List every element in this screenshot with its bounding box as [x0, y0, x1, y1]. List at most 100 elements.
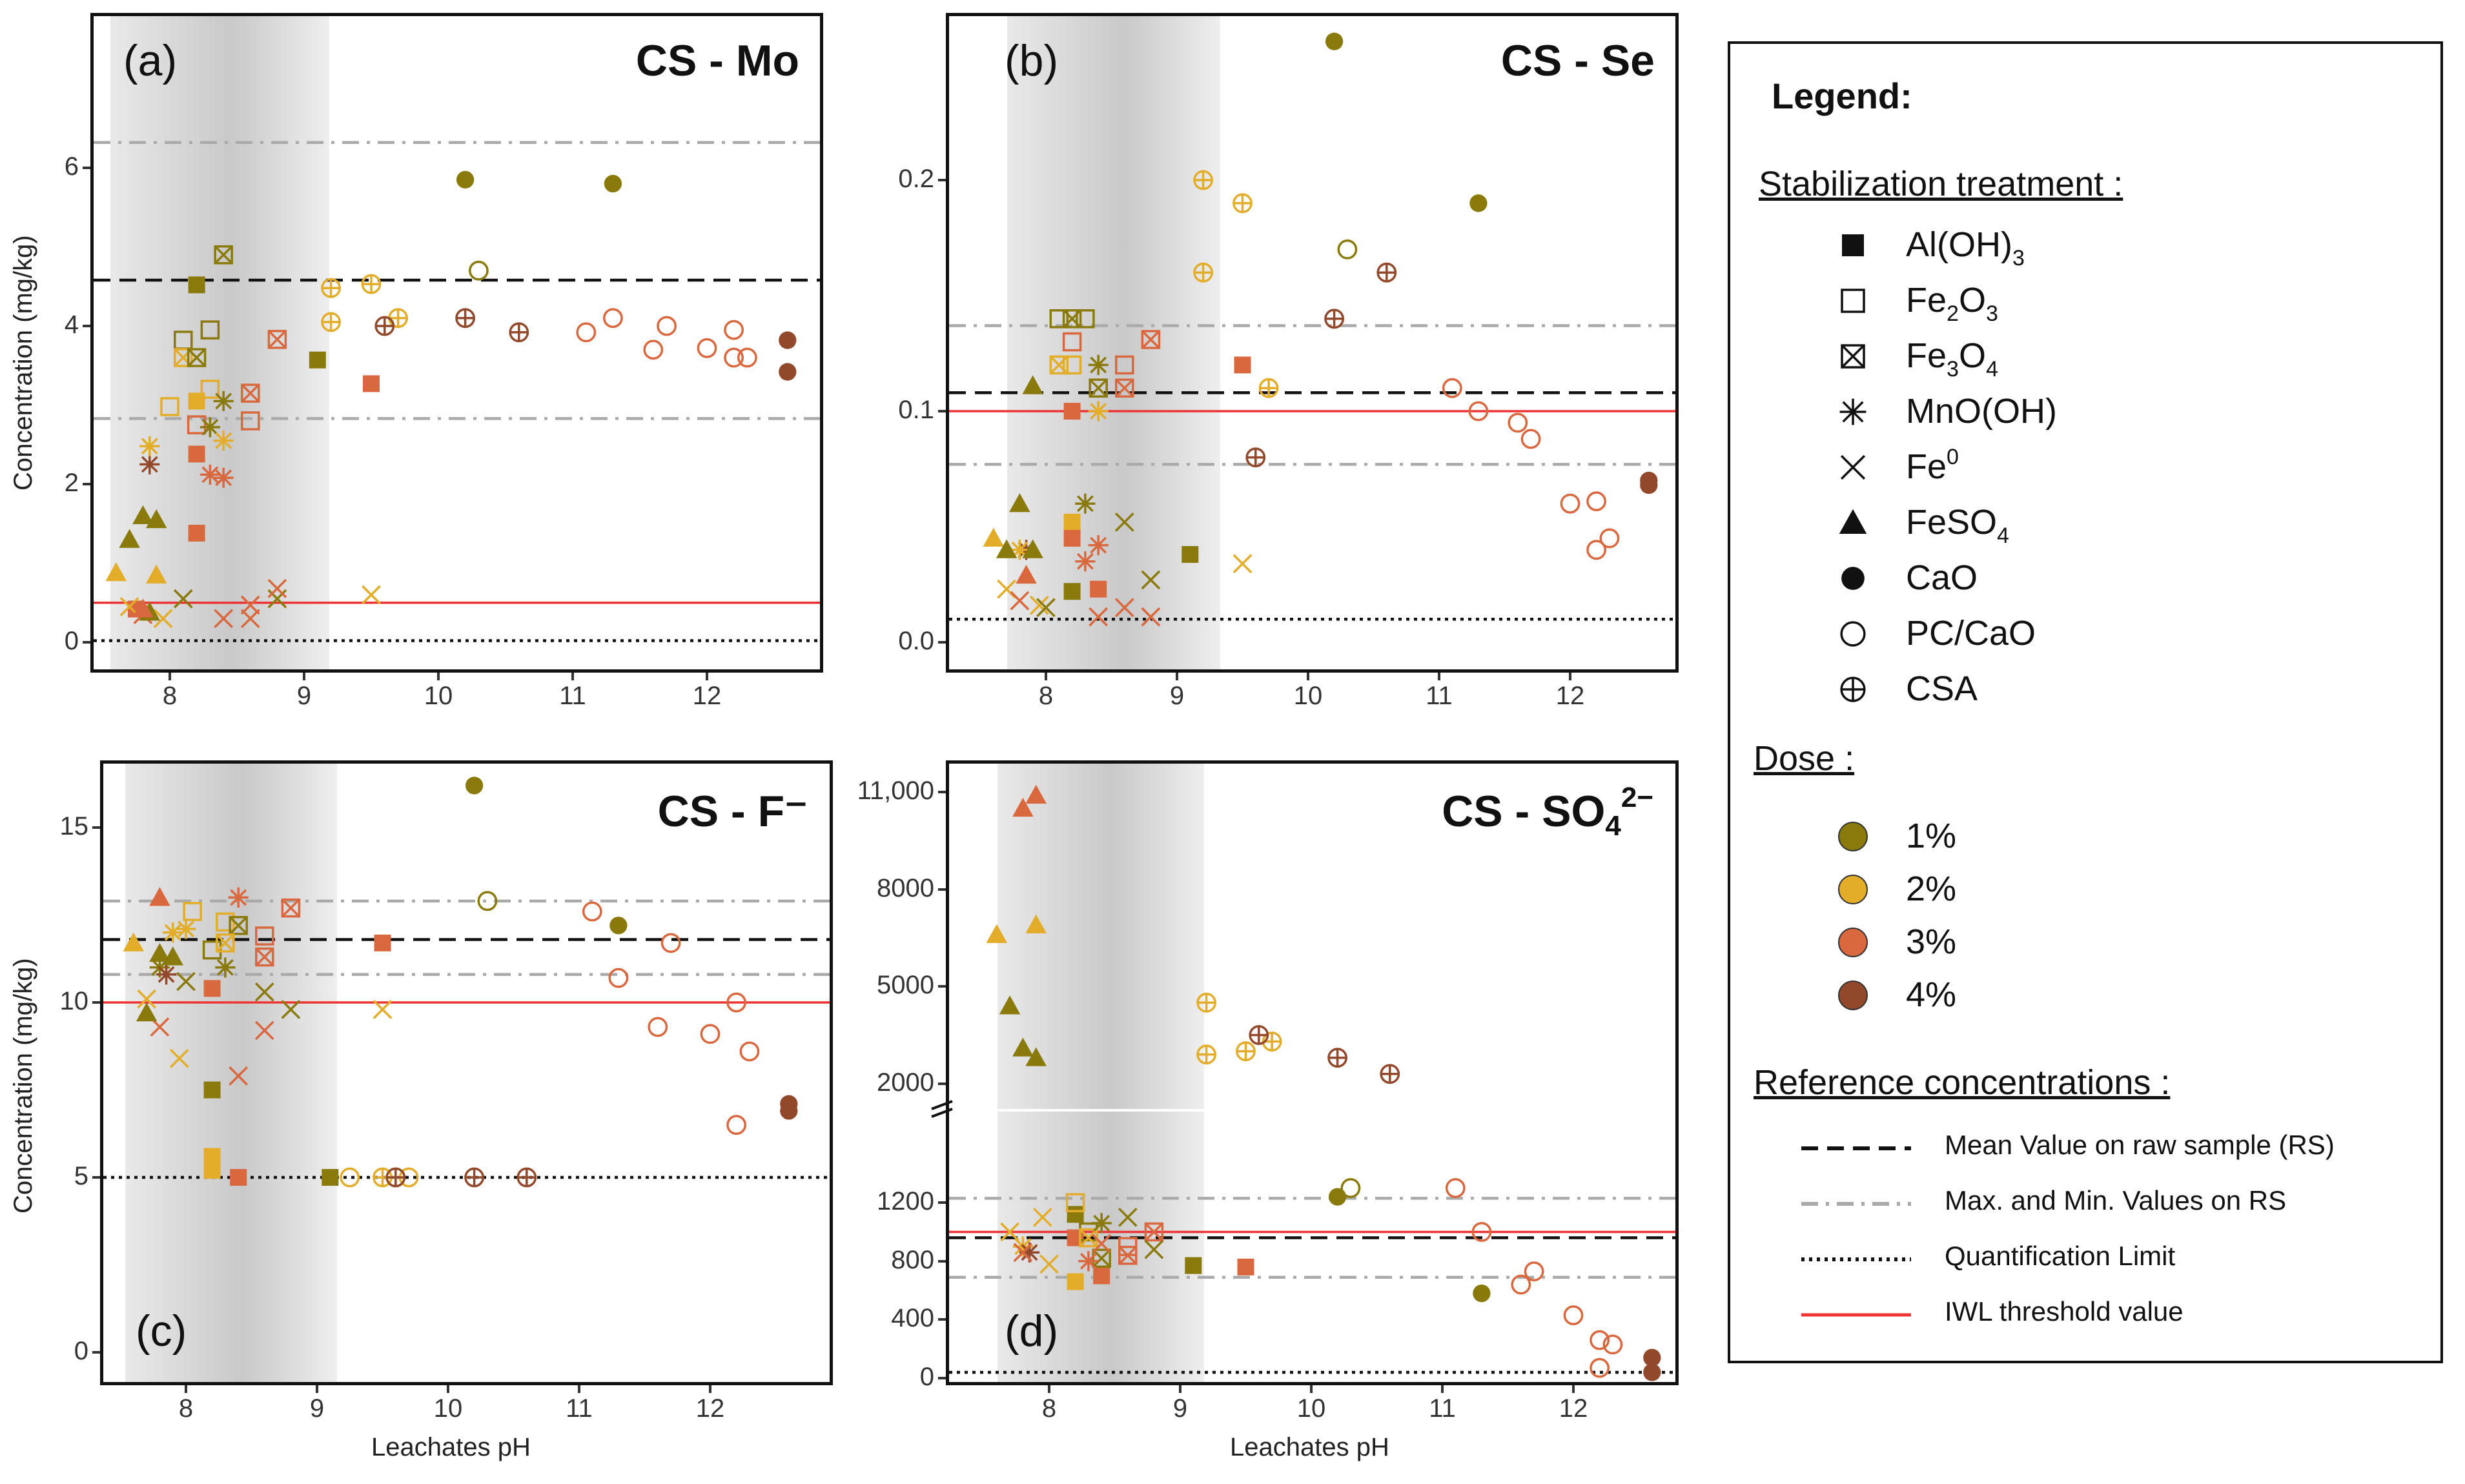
- line-style-dashdot-icon: [1801, 1202, 1911, 1206]
- data-point-circle-plus: [1258, 378, 1279, 398]
- axis-tick: [938, 985, 946, 988]
- reference-heading: Reference concentrations :: [1754, 1063, 2171, 1102]
- axis-tick: [706, 673, 708, 680]
- axis-tick: [1045, 673, 1047, 680]
- data-point-crossed-square: [1115, 378, 1134, 398]
- data-point-filled-triangle: [999, 995, 1021, 1015]
- y-tick-label: 1200: [877, 1187, 934, 1216]
- data-point-open-circle: [1524, 1261, 1544, 1282]
- dose-swatch-icon: [1838, 928, 1868, 957]
- data-point-open-circle: [576, 322, 597, 343]
- data-point-crossed-square: [281, 898, 301, 918]
- data-point-open-circle: [660, 933, 681, 953]
- data-point-asterisk: [176, 919, 196, 939]
- data-point-filled-triangle: [123, 932, 145, 951]
- x-tick-label: 9: [1169, 682, 1185, 710]
- axis-tick: [709, 1385, 711, 1393]
- data-point-asterisk: [139, 454, 160, 474]
- data-point-filled-triangle: [1012, 1037, 1034, 1057]
- data-point-x-cross: [214, 609, 234, 629]
- axis-tick: [1048, 1385, 1050, 1393]
- data-point-circle-plus: [1245, 447, 1266, 467]
- data-point-crossed-square: [1062, 309, 1082, 329]
- data-point-open-square: [241, 411, 260, 431]
- x-cross-icon: [1840, 454, 1866, 480]
- y-tick-label: 800: [891, 1245, 934, 1274]
- x-axis-label: Leachates pH: [371, 1433, 531, 1461]
- data-point-open-circle: [477, 891, 498, 911]
- axis-tick: [316, 1385, 318, 1393]
- x-tick-label: 9: [309, 1394, 325, 1423]
- data-point-filled-circle: [1469, 194, 1488, 212]
- data-point-x-cross: [240, 609, 260, 629]
- data-point-circle-plus: [1196, 1044, 1217, 1065]
- title-superscript: 2−: [1621, 782, 1653, 813]
- data-point-open-circle: [1442, 378, 1462, 398]
- data-point-open-circle: [1590, 1330, 1610, 1350]
- title-text: CS - SO: [1442, 787, 1606, 836]
- data-point-circle-plus: [361, 274, 382, 294]
- data-point-filled-triangle: [1016, 564, 1037, 584]
- data-point-x-cross: [1144, 1239, 1164, 1259]
- data-point-open-square: [1062, 332, 1082, 352]
- x-tick-label: 8: [1041, 1394, 1057, 1423]
- data-point-filled-square: [1067, 1206, 1084, 1223]
- data-point-filled-triangle: [1025, 784, 1047, 804]
- data-point-crossed-square: [1141, 330, 1161, 349]
- plot-area: [103, 777, 830, 1188]
- data-point-open-square: [160, 397, 179, 416]
- data-point-asterisk: [1075, 493, 1096, 514]
- plot-area: [949, 784, 1675, 1381]
- data-point-filled-square: [203, 980, 221, 997]
- data-point-open-circle: [1560, 493, 1580, 514]
- data-point-filled-circle: [779, 331, 797, 349]
- data-point-open-circle: [1586, 491, 1606, 512]
- dose-swatch-icon: [1838, 822, 1868, 851]
- x-tick-label: 11: [566, 1394, 593, 1423]
- data-point-filled-square: [1090, 580, 1107, 598]
- data-point-filled-circle: [1640, 476, 1658, 494]
- line-style-solid-icon: [1801, 1313, 1911, 1317]
- open-square-icon: [1841, 289, 1865, 313]
- data-point-filled-triangle: [145, 509, 167, 529]
- data-point-filled-circle: [456, 170, 475, 189]
- data-point-open-circle: [582, 901, 602, 922]
- data-point-open-circle: [469, 260, 489, 281]
- data-point-open-circle: [724, 347, 744, 368]
- x-tick-label: 11: [1426, 682, 1453, 710]
- panel-d: (d) CS - SO42−: [946, 760, 1679, 1385]
- data-point-filled-triangle: [119, 529, 140, 548]
- x-tick-label: 12: [692, 682, 722, 710]
- data-point-filled-circle: [1643, 1363, 1661, 1381]
- data-point-asterisk: [228, 887, 249, 908]
- filled-circle-icon: [1841, 567, 1865, 590]
- plot-area: [94, 141, 820, 642]
- data-point-asterisk: [1075, 551, 1096, 572]
- x-tick-label: 12: [695, 1394, 725, 1423]
- y-tick-label: 0: [74, 1337, 88, 1365]
- data-point-open-square: [1076, 309, 1095, 329]
- line-style-dotted-icon: [1801, 1257, 1911, 1261]
- axis-tick: [938, 888, 946, 891]
- data-point-circle-plus: [464, 1167, 484, 1188]
- data-point-asterisk: [1088, 535, 1109, 556]
- data-point-x-cross: [173, 589, 193, 609]
- data-point-filled-triangle: [136, 1002, 158, 1022]
- crossed-square-icon: [1841, 344, 1865, 369]
- data-point-x-cross: [362, 585, 381, 605]
- circle-plus-icon: [1840, 676, 1866, 702]
- data-point-filled-triangle: [996, 539, 1018, 558]
- axis-tick: [938, 1259, 946, 1263]
- x-tick-label: 8: [178, 1394, 194, 1423]
- data-point-filled-triangle: [162, 946, 183, 966]
- data-point-open-circle: [739, 1041, 760, 1062]
- data-point-filled-circle: [604, 174, 622, 193]
- data-point-crossed-square: [1144, 1222, 1164, 1242]
- data-point-x-cross: [1089, 607, 1109, 627]
- data-point-open-circle: [700, 1024, 721, 1044]
- data-point-asterisk: [213, 391, 234, 411]
- dose-label: 4%: [1906, 975, 1957, 1014]
- data-point-filled-triangle: [132, 598, 154, 618]
- data-point-open-circle: [1337, 239, 1358, 259]
- data-point-circle-plus: [1376, 262, 1397, 283]
